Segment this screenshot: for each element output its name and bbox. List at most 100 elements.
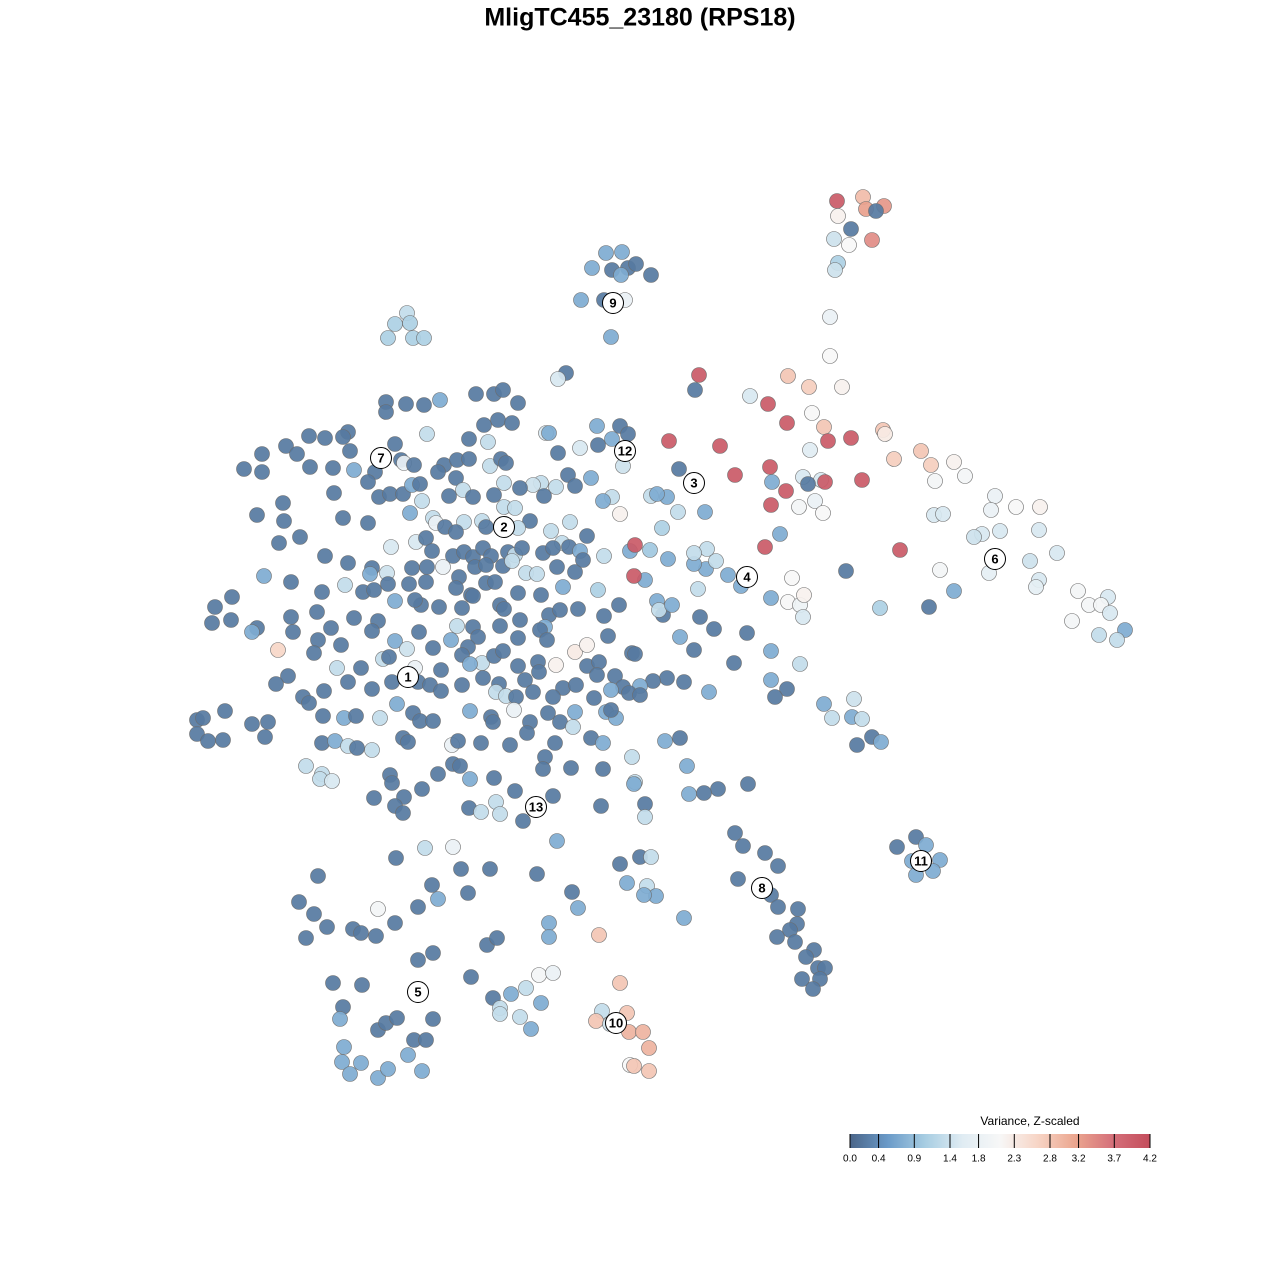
point bbox=[443, 632, 459, 648]
point bbox=[370, 1070, 386, 1086]
point bbox=[342, 1066, 358, 1082]
point bbox=[498, 455, 514, 471]
point bbox=[476, 417, 492, 433]
point bbox=[430, 891, 446, 907]
point bbox=[701, 684, 717, 700]
point bbox=[932, 852, 948, 868]
point bbox=[325, 460, 341, 476]
point bbox=[411, 624, 427, 640]
point bbox=[730, 871, 746, 887]
point bbox=[613, 267, 629, 283]
point bbox=[280, 668, 296, 684]
point bbox=[512, 612, 528, 628]
point bbox=[547, 735, 563, 751]
point bbox=[478, 519, 494, 535]
point bbox=[568, 677, 584, 693]
point bbox=[507, 783, 523, 799]
point bbox=[913, 443, 929, 459]
point bbox=[562, 514, 578, 530]
point bbox=[567, 478, 583, 494]
point bbox=[419, 559, 435, 575]
point bbox=[778, 483, 794, 499]
point bbox=[686, 642, 702, 658]
point bbox=[517, 672, 533, 688]
point bbox=[460, 885, 476, 901]
point bbox=[482, 458, 498, 474]
colorbar-tick-label: 3.2 bbox=[1072, 1154, 1086, 1165]
point bbox=[780, 368, 796, 384]
point bbox=[710, 781, 726, 797]
point bbox=[802, 442, 818, 458]
point bbox=[314, 735, 330, 751]
point bbox=[692, 609, 708, 625]
point bbox=[529, 566, 545, 582]
cluster-label: 9 bbox=[609, 295, 616, 310]
point bbox=[450, 733, 466, 749]
point bbox=[834, 379, 850, 395]
point bbox=[418, 574, 434, 590]
point bbox=[475, 670, 491, 686]
point bbox=[641, 1063, 657, 1079]
point bbox=[340, 674, 356, 690]
point bbox=[510, 585, 526, 601]
point bbox=[512, 480, 528, 496]
point bbox=[886, 451, 902, 467]
point bbox=[448, 580, 464, 596]
point bbox=[564, 884, 580, 900]
point bbox=[757, 845, 773, 861]
point bbox=[395, 805, 411, 821]
point bbox=[570, 601, 586, 617]
point bbox=[283, 574, 299, 590]
point bbox=[565, 719, 581, 735]
point bbox=[739, 625, 755, 641]
cluster-marker bbox=[614, 440, 636, 462]
point bbox=[661, 433, 677, 449]
point bbox=[441, 488, 457, 504]
point bbox=[368, 928, 384, 944]
point bbox=[270, 642, 286, 658]
point bbox=[276, 513, 292, 529]
point bbox=[600, 628, 616, 644]
point bbox=[590, 582, 606, 598]
colorbar-tick-label: 2.3 bbox=[1007, 1154, 1021, 1165]
point bbox=[563, 760, 579, 776]
point bbox=[425, 945, 441, 961]
cluster-label: 1 bbox=[404, 669, 411, 684]
point bbox=[604, 431, 620, 447]
point bbox=[425, 713, 441, 729]
point bbox=[407, 592, 423, 608]
point bbox=[425, 640, 441, 656]
point bbox=[217, 703, 233, 719]
point bbox=[794, 971, 810, 987]
point bbox=[1064, 613, 1080, 629]
point bbox=[790, 901, 806, 917]
point bbox=[387, 593, 403, 609]
point bbox=[1102, 605, 1118, 621]
point bbox=[334, 1054, 350, 1070]
point bbox=[612, 506, 628, 522]
point bbox=[268, 676, 284, 692]
point bbox=[567, 564, 583, 580]
point bbox=[489, 930, 505, 946]
point bbox=[329, 660, 345, 676]
point bbox=[257, 729, 273, 745]
cluster-label: 5 bbox=[414, 984, 421, 999]
cluster-label: 6 bbox=[991, 551, 998, 566]
point bbox=[387, 915, 403, 931]
point bbox=[289, 446, 305, 462]
point bbox=[575, 552, 591, 568]
point bbox=[462, 771, 478, 787]
point bbox=[432, 392, 448, 408]
point bbox=[620, 426, 636, 442]
point bbox=[480, 434, 496, 450]
point bbox=[846, 691, 862, 707]
point bbox=[779, 681, 795, 697]
cluster-marker bbox=[493, 516, 515, 538]
point bbox=[461, 451, 477, 467]
point bbox=[401, 576, 417, 592]
point bbox=[207, 599, 223, 615]
point bbox=[370, 901, 386, 917]
point bbox=[254, 446, 270, 462]
colorbar-tick-label: 3.7 bbox=[1107, 1154, 1121, 1165]
